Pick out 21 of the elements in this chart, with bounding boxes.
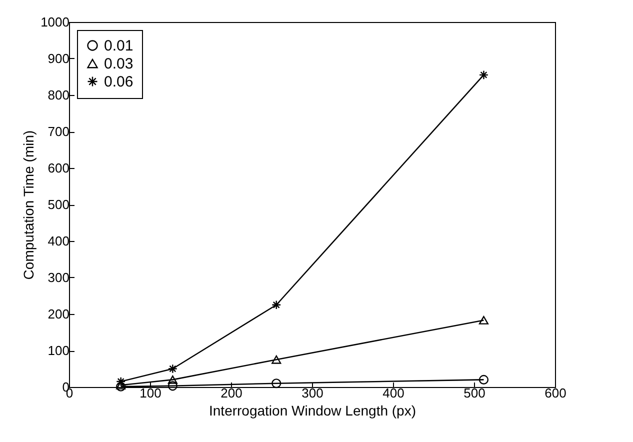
x-axis-title: Interrogation Window Length (px) <box>209 402 416 418</box>
x-tick-label: 600 <box>544 386 566 400</box>
y-tick-label: 600 <box>48 160 70 176</box>
x-tick-label: 400 <box>382 386 404 400</box>
y-tick-label: 400 <box>48 234 70 248</box>
legend-label: 0.01 <box>104 38 134 54</box>
y-tick-label: 1000 <box>40 14 70 30</box>
y-tick-label: 900 <box>48 51 70 66</box>
y-tick-label: 500 <box>48 197 70 212</box>
x-tick-label: 100 <box>140 386 162 400</box>
y-axis-title: Computation Time (min) <box>20 130 37 280</box>
legend-label: 0.06 <box>104 74 134 90</box>
y-tick-label: 100 <box>48 343 70 358</box>
x-tick-label: 300 <box>302 386 324 400</box>
y-tick-label: 700 <box>48 124 70 139</box>
legend-label: 0.03 <box>104 56 134 72</box>
y-tick-label: 300 <box>48 270 70 285</box>
y-tick-label: 800 <box>48 88 70 102</box>
x-tick-label: 500 <box>464 386 486 400</box>
y-tick-label: 200 <box>48 306 70 322</box>
x-tick-label: 200 <box>220 386 242 400</box>
